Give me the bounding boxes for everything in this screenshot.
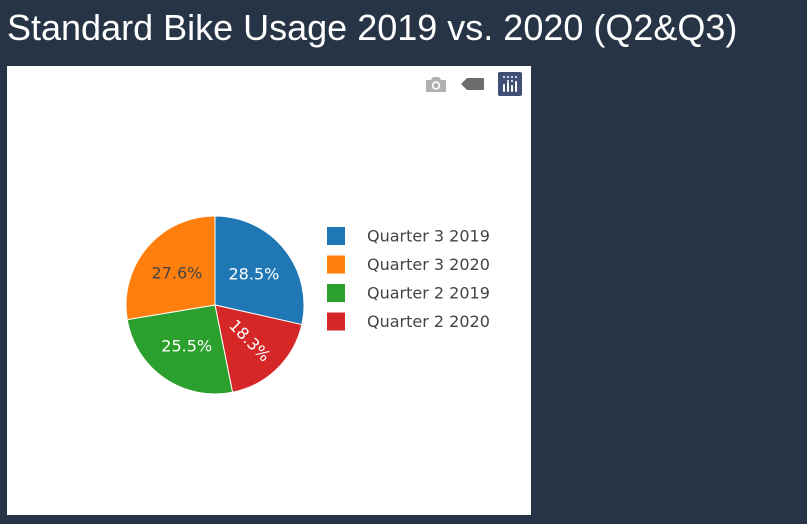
- legend-item-quarter-2-2020[interactable]: Quarter 2 2020: [327, 312, 490, 331]
- legend-swatch: [327, 284, 345, 302]
- legend-swatch: [327, 227, 345, 245]
- plotly-logo-icon: [498, 72, 522, 96]
- pie-slice-quarter-3-2020[interactable]: [125, 215, 216, 321]
- plotly-logo-button[interactable]: [497, 72, 523, 96]
- pie-slice-quarter-2-2019[interactable]: [126, 304, 234, 395]
- hover-compare-icon: [461, 78, 484, 90]
- legend-label: Quarter 2 2019: [367, 284, 490, 303]
- chart-card: 28.5% 18.3% 25.5% 27.6% Quarter 3 2019 Quart…: [7, 66, 531, 515]
- pie-slice-quarter-2-2020[interactable]: [214, 304, 303, 393]
- camera-button[interactable]: [423, 72, 449, 96]
- legend-label: Quarter 3 2020: [367, 255, 490, 274]
- hover-compare-button[interactable]: [460, 72, 486, 96]
- pie-chart: 28.5%18.3%25.5%27.6% Quarter 3 2019Quart…: [125, 215, 490, 395]
- modebar: [423, 72, 523, 96]
- slice-label-quarter-3-2019: 28.5%: [229, 264, 280, 283]
- legend-item-quarter-2-2019[interactable]: Quarter 2 2019: [327, 284, 490, 303]
- legend-swatch: [327, 312, 345, 331]
- slice-label-quarter-2-2019: 25.5%: [161, 337, 212, 356]
- legend-item-quarter-3-2020[interactable]: Quarter 3 2020: [327, 255, 490, 274]
- legend-item-quarter-3-2019[interactable]: Quarter 3 2019: [327, 227, 490, 246]
- pie-slices: [125, 215, 305, 395]
- legend-label: Quarter 3 2019: [367, 227, 490, 246]
- slice-label-quarter-3-2020: 27.6%: [152, 263, 203, 282]
- camera-icon: [426, 77, 446, 92]
- legend: Quarter 3 2019 Quarter 3 2020 Quarter 2 20…: [327, 227, 490, 331]
- page-title: Standard Bike Usage 2019 vs. 2020 (Q2&Q3…: [7, 7, 738, 48]
- legend-swatch: [327, 255, 345, 274]
- pie-slice-quarter-3-2019[interactable]: [214, 215, 305, 326]
- legend-label: Quarter 2 2020: [367, 312, 490, 331]
